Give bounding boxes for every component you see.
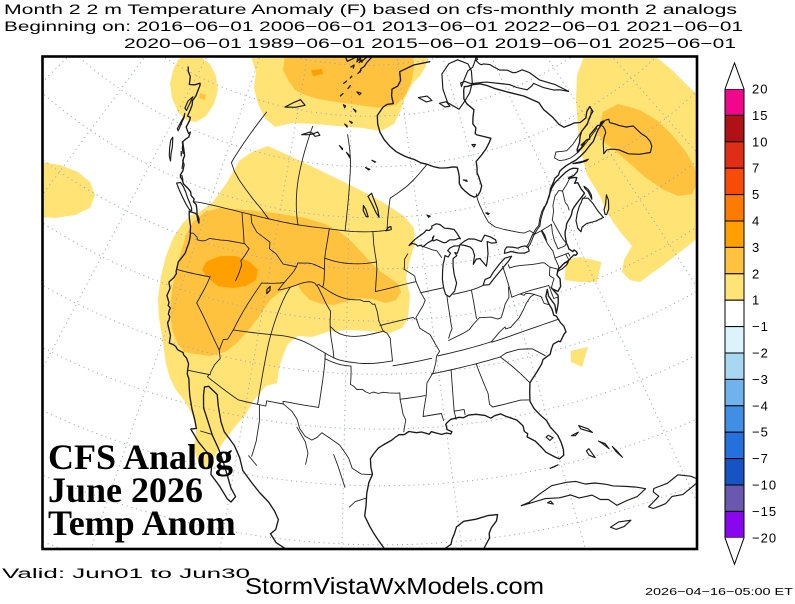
svg-text:20: 20 — [752, 82, 768, 97]
svg-text:2020−06−01 1989−06−01 2015−06−: 2020−06−01 1989−06−01 2015−06−01 2019−06… — [124, 36, 736, 51]
svg-text:−1: −1 — [752, 319, 769, 334]
svg-text:Temp Anom: Temp Anom — [48, 503, 236, 543]
svg-text:−4: −4 — [752, 398, 769, 413]
svg-text:10: 10 — [752, 134, 768, 149]
svg-text:1: 1 — [752, 293, 760, 308]
svg-text:June 2026: June 2026 — [48, 470, 203, 510]
svg-text:−20: −20 — [752, 530, 777, 545]
svg-text:−3: −3 — [752, 372, 769, 387]
svg-text:−15: −15 — [752, 504, 777, 519]
svg-text:5: 5 — [752, 187, 760, 202]
svg-text:−7: −7 — [752, 451, 769, 466]
svg-text:Beginning on: 2016−06−01 2006−: Beginning on: 2016−06−01 2006−06−01 2013… — [4, 19, 743, 34]
svg-text:3: 3 — [752, 240, 760, 255]
svg-text:7: 7 — [752, 161, 760, 176]
svg-text:2026−04−16−05:00 ET: 2026−04−16−05:00 ET — [645, 586, 794, 598]
svg-text:−5: −5 — [752, 425, 769, 440]
svg-text:2: 2 — [752, 266, 760, 281]
svg-text:−10: −10 — [752, 478, 777, 493]
svg-text:Month 2 2 m Temperature Anomal: Month 2 2 m Temperature Anomaly (F) base… — [4, 2, 737, 17]
svg-text:−2: −2 — [752, 346, 769, 361]
svg-text:15: 15 — [752, 108, 768, 123]
svg-text:StormVistaWxModels.com: StormVistaWxModels.com — [245, 573, 544, 599]
svg-text:4: 4 — [752, 214, 760, 229]
svg-text:Valid: Jun01 to Jun30: Valid: Jun01 to Jun30 — [2, 566, 250, 581]
svg-text:CFS Analog: CFS Analog — [48, 437, 233, 477]
